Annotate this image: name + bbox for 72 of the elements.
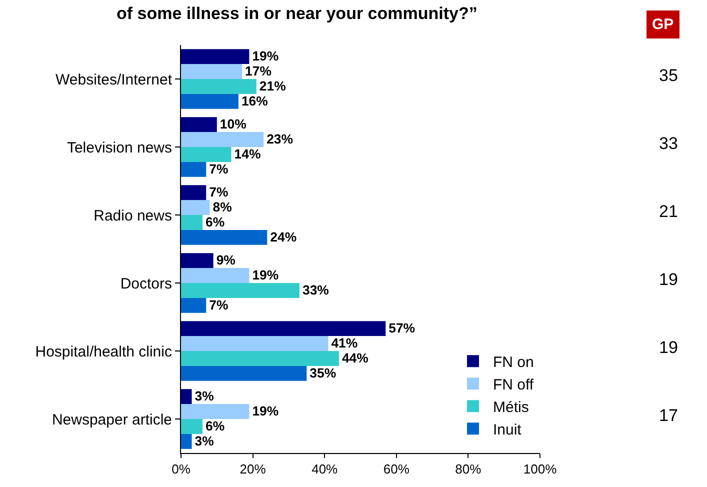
- data-label: 35%: [310, 365, 336, 380]
- data-label: 44%: [342, 350, 369, 366]
- bar: [181, 200, 210, 215]
- data-label: 14%: [234, 146, 261, 162]
- bar: [181, 162, 206, 177]
- x-tick-label: 40%: [312, 462, 338, 477]
- text: 21: [659, 202, 678, 221]
- y-tick-label: Doctors: [120, 275, 172, 292]
- text: 19: [659, 338, 678, 357]
- data-label: 3%: [194, 388, 214, 404]
- legend-label: Inuit: [493, 421, 522, 438]
- chart-title: of some illness in or near your community?”: [116, 4, 478, 24]
- data-label: 21%: [259, 78, 286, 94]
- text: GP: [652, 16, 674, 33]
- bar: [181, 132, 264, 147]
- x-tick-label: 20%: [240, 462, 266, 477]
- data-label: 19%: [252, 267, 279, 282]
- bar: [181, 230, 268, 245]
- bar: [181, 215, 203, 230]
- data-label: 16%: [241, 93, 268, 108]
- data-label: 19%: [252, 48, 279, 64]
- data-label: 6%: [206, 214, 225, 230]
- bar: [181, 298, 206, 313]
- x-tick-label: 60%: [383, 462, 410, 477]
- bar: [181, 268, 250, 283]
- bar: [181, 419, 203, 434]
- bar: [181, 147, 232, 162]
- bar: [181, 283, 300, 298]
- bar: [181, 336, 328, 351]
- data-label: 24%: [270, 229, 297, 244]
- data-label: 41%: [331, 335, 358, 350]
- legend-label: FN on: [493, 354, 534, 371]
- bar: [181, 434, 192, 449]
- y-tick-label: Television news: [66, 139, 172, 156]
- x-tick-label: 80%: [455, 462, 482, 477]
- legend-label: FN off: [493, 376, 534, 394]
- y-tick-label: Hospital/health clinic: [35, 343, 172, 360]
- y-tick-label: Radio news: [94, 207, 172, 224]
- x-tick-label: 100%: [523, 462, 558, 477]
- data-label: 7%: [209, 161, 228, 176]
- bar: [181, 366, 307, 381]
- bar: [181, 404, 250, 419]
- data-label: 8%: [212, 199, 232, 214]
- data-label: 33%: [302, 282, 330, 298]
- legend-label: Métis: [493, 398, 529, 416]
- bar: [181, 117, 217, 132]
- data-label: 19%: [252, 403, 279, 418]
- data-label: 9%: [216, 252, 236, 268]
- data-label: 7%: [209, 297, 228, 312]
- bar: [181, 351, 339, 366]
- data-label: 3%: [194, 433, 214, 448]
- bar: [181, 389, 192, 404]
- data-label: 23%: [266, 131, 294, 146]
- bar: [181, 185, 206, 200]
- bar: [181, 94, 238, 109]
- bar: [181, 253, 214, 268]
- data-label: 6%: [206, 418, 225, 434]
- bar: [181, 64, 242, 79]
- text: 19: [659, 270, 678, 289]
- data-label: 7%: [209, 184, 228, 200]
- data-label: 17%: [245, 63, 272, 78]
- text: 17: [659, 406, 678, 425]
- y-tick-label: Newspaper article: [52, 411, 172, 428]
- bar: [181, 49, 250, 64]
- x-tick-label: 0%: [172, 462, 191, 477]
- data-label: 57%: [388, 320, 416, 336]
- bar: [181, 79, 256, 94]
- bar: [181, 321, 386, 336]
- data-label: 10%: [220, 116, 247, 132]
- y-tick-label: Websites/Internet: [56, 71, 173, 88]
- text: 35: [659, 66, 678, 85]
- text: 33: [659, 134, 678, 153]
